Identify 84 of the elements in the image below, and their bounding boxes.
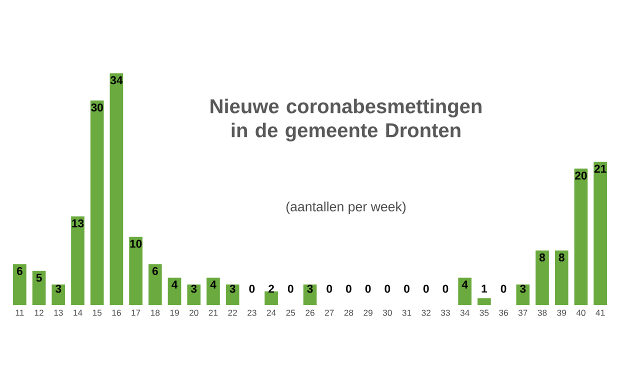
x-tick-label: 22 xyxy=(228,310,237,316)
data-label: 0 xyxy=(365,284,371,293)
x-tick-label: 28 xyxy=(344,310,354,316)
text: Nieuwe coronabesmettingen in de gemeente Dronten xyxy=(210,98,482,142)
data-label: 5 xyxy=(36,274,42,282)
data-label: 4 xyxy=(210,280,216,288)
x-tick-label: 13 xyxy=(54,310,63,316)
bar xyxy=(90,100,104,305)
x-tick-label: 19 xyxy=(170,310,179,316)
data-label: 0 xyxy=(423,284,429,293)
x-tick-label: 17 xyxy=(132,310,140,316)
data-label: 0 xyxy=(249,284,255,293)
x-tick-label: 26 xyxy=(306,310,314,316)
x-tick-label: 40 xyxy=(576,310,586,316)
bar xyxy=(536,250,549,305)
data-label: 3 xyxy=(230,284,236,293)
bar xyxy=(516,284,530,305)
x-tick-label: 25 xyxy=(286,310,296,316)
data-label: 0 xyxy=(326,284,332,293)
bar xyxy=(129,236,142,305)
x-tick-label: 32 xyxy=(422,310,430,316)
data-label: 13 xyxy=(72,219,84,228)
data-label: 8 xyxy=(558,253,564,262)
bar xyxy=(458,278,472,305)
data-label: 6 xyxy=(152,267,158,276)
data-label: 3 xyxy=(520,284,526,293)
bar xyxy=(187,284,201,305)
x-tick-label: 37 xyxy=(518,310,528,316)
x-tick-label: 15 xyxy=(92,310,102,316)
data-label: 21 xyxy=(594,164,606,173)
data-label: 0 xyxy=(442,284,448,293)
x-tick-label: 24 xyxy=(266,310,276,316)
data-label: 0 xyxy=(384,284,390,293)
bar xyxy=(32,270,46,305)
data-label: 6 xyxy=(16,267,22,276)
x-tick-label: 11 xyxy=(16,310,24,316)
data-label: 0 xyxy=(346,284,352,293)
x-tick-label: 29 xyxy=(364,310,372,316)
x-tick-label: 39 xyxy=(557,310,566,316)
data-label: 3 xyxy=(190,284,197,293)
bar xyxy=(110,73,124,305)
data-label: 0 xyxy=(288,284,294,293)
bar xyxy=(226,284,240,305)
x-tick-label: 31 xyxy=(402,310,412,316)
data-label: 10 xyxy=(130,240,142,248)
x-tick-label: 35 xyxy=(480,310,489,316)
bar xyxy=(168,278,182,305)
x-tick-label: 12 xyxy=(34,310,44,316)
x-tick-label: 20 xyxy=(189,310,198,316)
x-tick-label: 38 xyxy=(538,310,547,316)
x-tick-label: 36 xyxy=(499,310,508,316)
data-label: 20 xyxy=(575,172,587,180)
x-tick-label: 34 xyxy=(460,310,470,316)
data-label: 34 xyxy=(110,76,123,84)
bar xyxy=(13,264,26,305)
bar xyxy=(71,216,84,305)
x-tick-label: 14 xyxy=(74,310,82,316)
bar xyxy=(554,250,568,305)
data-label: 1 xyxy=(482,284,488,293)
data-label: 0 xyxy=(500,284,506,293)
bar xyxy=(206,278,220,305)
x-tick-label: 21 xyxy=(208,310,218,316)
x-tick-label: 33 xyxy=(441,310,450,316)
x-tick-label: 18 xyxy=(151,310,160,316)
data-label: 0 xyxy=(404,284,410,293)
data-label: 30 xyxy=(91,103,103,112)
bar xyxy=(478,298,491,305)
bar xyxy=(264,291,278,305)
bar xyxy=(574,168,588,305)
data-label: 2 xyxy=(268,284,274,293)
data-label: 3 xyxy=(307,284,313,293)
x-tick-label: 23 xyxy=(248,310,256,316)
text: (aantallen per week) xyxy=(286,202,406,214)
bar xyxy=(148,264,162,305)
x-tick-label: 30 xyxy=(382,310,392,316)
x-tick-label: 41 xyxy=(596,310,605,316)
bar xyxy=(594,162,607,305)
x-tick-label: 27 xyxy=(324,310,334,316)
data-label: 4 xyxy=(462,280,468,288)
data-label: 3 xyxy=(55,284,62,293)
data-label: 8 xyxy=(539,253,546,262)
x-tick-label: 16 xyxy=(112,310,121,316)
bar xyxy=(52,284,66,305)
data-label: 4 xyxy=(172,280,178,288)
